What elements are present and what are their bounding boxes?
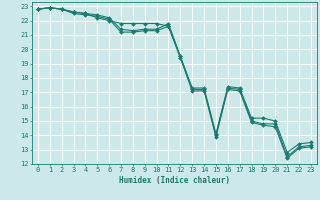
X-axis label: Humidex (Indice chaleur): Humidex (Indice chaleur) [119, 176, 230, 185]
